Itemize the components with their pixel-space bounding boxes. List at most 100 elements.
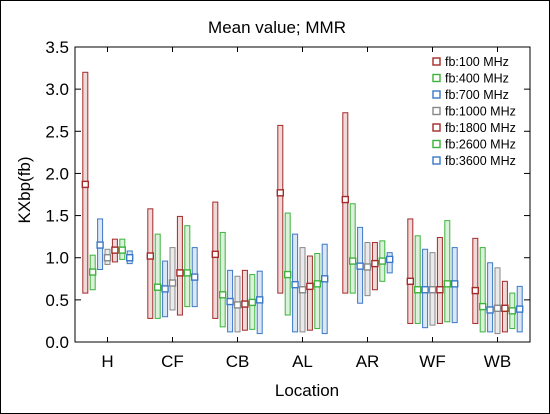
mean-marker xyxy=(161,285,169,293)
range-box xyxy=(219,231,226,328)
mean-marker xyxy=(451,280,459,288)
mean-marker xyxy=(436,286,444,294)
mean-marker xyxy=(313,280,321,288)
y-tick-label: 2.5 xyxy=(45,122,69,141)
range-box xyxy=(306,255,313,331)
mean-marker xyxy=(111,246,119,254)
legend-marker xyxy=(432,156,441,165)
range-box xyxy=(444,220,451,323)
mean-marker xyxy=(103,254,112,262)
x-tick-label: H xyxy=(101,352,113,371)
y-tick-label: 3.0 xyxy=(45,80,69,99)
mean-marker xyxy=(218,291,227,299)
y-tick-label: 0.5 xyxy=(45,291,69,310)
mean-marker xyxy=(363,263,372,271)
legend-entry: fb:100 MHz xyxy=(445,55,509,69)
range-box xyxy=(277,124,284,294)
mean-marker xyxy=(256,296,264,304)
legend-entry: fb:400 MHz xyxy=(445,72,509,86)
legend-entry: fb:700 MHz xyxy=(445,88,509,102)
legend-marker xyxy=(432,123,441,132)
chart-title: Mean value; MMR xyxy=(208,18,346,37)
range-box xyxy=(349,203,356,294)
mean-marker xyxy=(168,279,177,287)
mean-marker xyxy=(321,275,329,283)
mean-marker xyxy=(226,297,234,306)
range-box xyxy=(494,267,501,335)
x-tick-label: WB xyxy=(484,352,511,371)
mean-marker xyxy=(190,273,199,281)
legend-marker xyxy=(432,139,441,149)
mean-marker xyxy=(211,250,220,259)
legend-marker xyxy=(432,106,441,116)
range-box xyxy=(169,247,176,311)
mean-marker xyxy=(493,304,502,312)
x-tick-label: AL xyxy=(292,352,313,371)
x-axis-label: Location xyxy=(275,381,339,400)
mean-marker xyxy=(378,257,386,265)
mean-marker xyxy=(471,286,479,295)
mean-marker xyxy=(421,286,429,294)
mean-marker xyxy=(479,302,487,311)
mean-marker xyxy=(443,280,451,288)
mean-marker xyxy=(349,257,357,265)
y-tick-label: 3.5 xyxy=(45,38,69,57)
range-box xyxy=(414,235,421,324)
legend-marker xyxy=(432,57,441,66)
legend-marker xyxy=(432,73,441,83)
mean-marker xyxy=(233,301,242,309)
mean-marker xyxy=(153,283,162,291)
range-box xyxy=(284,212,291,316)
y-tick-label: 0.0 xyxy=(45,333,69,352)
range-box xyxy=(154,233,161,319)
range-box xyxy=(407,218,414,324)
mean-marker xyxy=(386,255,394,264)
mean-marker xyxy=(118,246,127,254)
mean-marker xyxy=(341,195,349,204)
mean-marker xyxy=(501,304,509,312)
legend-entry: fb:1000 MHz xyxy=(445,105,516,119)
x-tick-label: CB xyxy=(226,352,250,371)
mean-marker xyxy=(96,241,104,249)
mean-marker xyxy=(371,259,379,268)
y-tick-label: 1.0 xyxy=(45,249,69,268)
range-box xyxy=(147,208,154,319)
range-box xyxy=(472,237,479,324)
legend-marker xyxy=(432,90,441,99)
mean-marker xyxy=(298,286,307,294)
mean-marker xyxy=(516,305,524,313)
mean-marker xyxy=(176,269,184,277)
mean-marker xyxy=(248,298,257,307)
y-axis-label: KXbp(fb) xyxy=(15,156,34,223)
mean-marker xyxy=(508,307,516,315)
y-tick-label: 2.0 xyxy=(45,164,69,183)
legend: fb:100 MHz fb:400 MHz fb:700 MHz fb:1000 MH… xyxy=(432,55,516,168)
mean-marker xyxy=(81,180,90,189)
legend-entry: fb:3600 MHz xyxy=(445,154,516,168)
mean-marker xyxy=(125,254,134,262)
y-tick-label: 1.5 xyxy=(45,207,69,226)
range-box xyxy=(436,236,443,324)
range-box xyxy=(314,253,321,330)
mean-marker xyxy=(356,262,364,270)
mean-marker xyxy=(276,189,284,197)
range-box xyxy=(321,243,328,335)
mean-marker xyxy=(414,286,422,294)
range-box xyxy=(487,262,494,333)
mean-marker xyxy=(146,252,155,260)
mean-marker xyxy=(306,282,314,291)
range-box xyxy=(212,201,219,319)
plot-frame xyxy=(74,46,531,343)
range-box xyxy=(184,225,191,308)
range-box xyxy=(241,269,248,331)
mean-marker xyxy=(241,300,249,308)
x-tick-label: CF xyxy=(161,352,184,371)
legend-entry: fb:1800 MHz xyxy=(445,121,516,135)
mean-marker xyxy=(428,286,437,294)
plot-area: 0.0 0.5 1.0 1.5 2.0 2.5 3.0 3.5 H CF CB AL AR WF WB xyxy=(45,38,530,371)
mean-marker xyxy=(291,280,299,289)
range-box xyxy=(479,247,486,333)
